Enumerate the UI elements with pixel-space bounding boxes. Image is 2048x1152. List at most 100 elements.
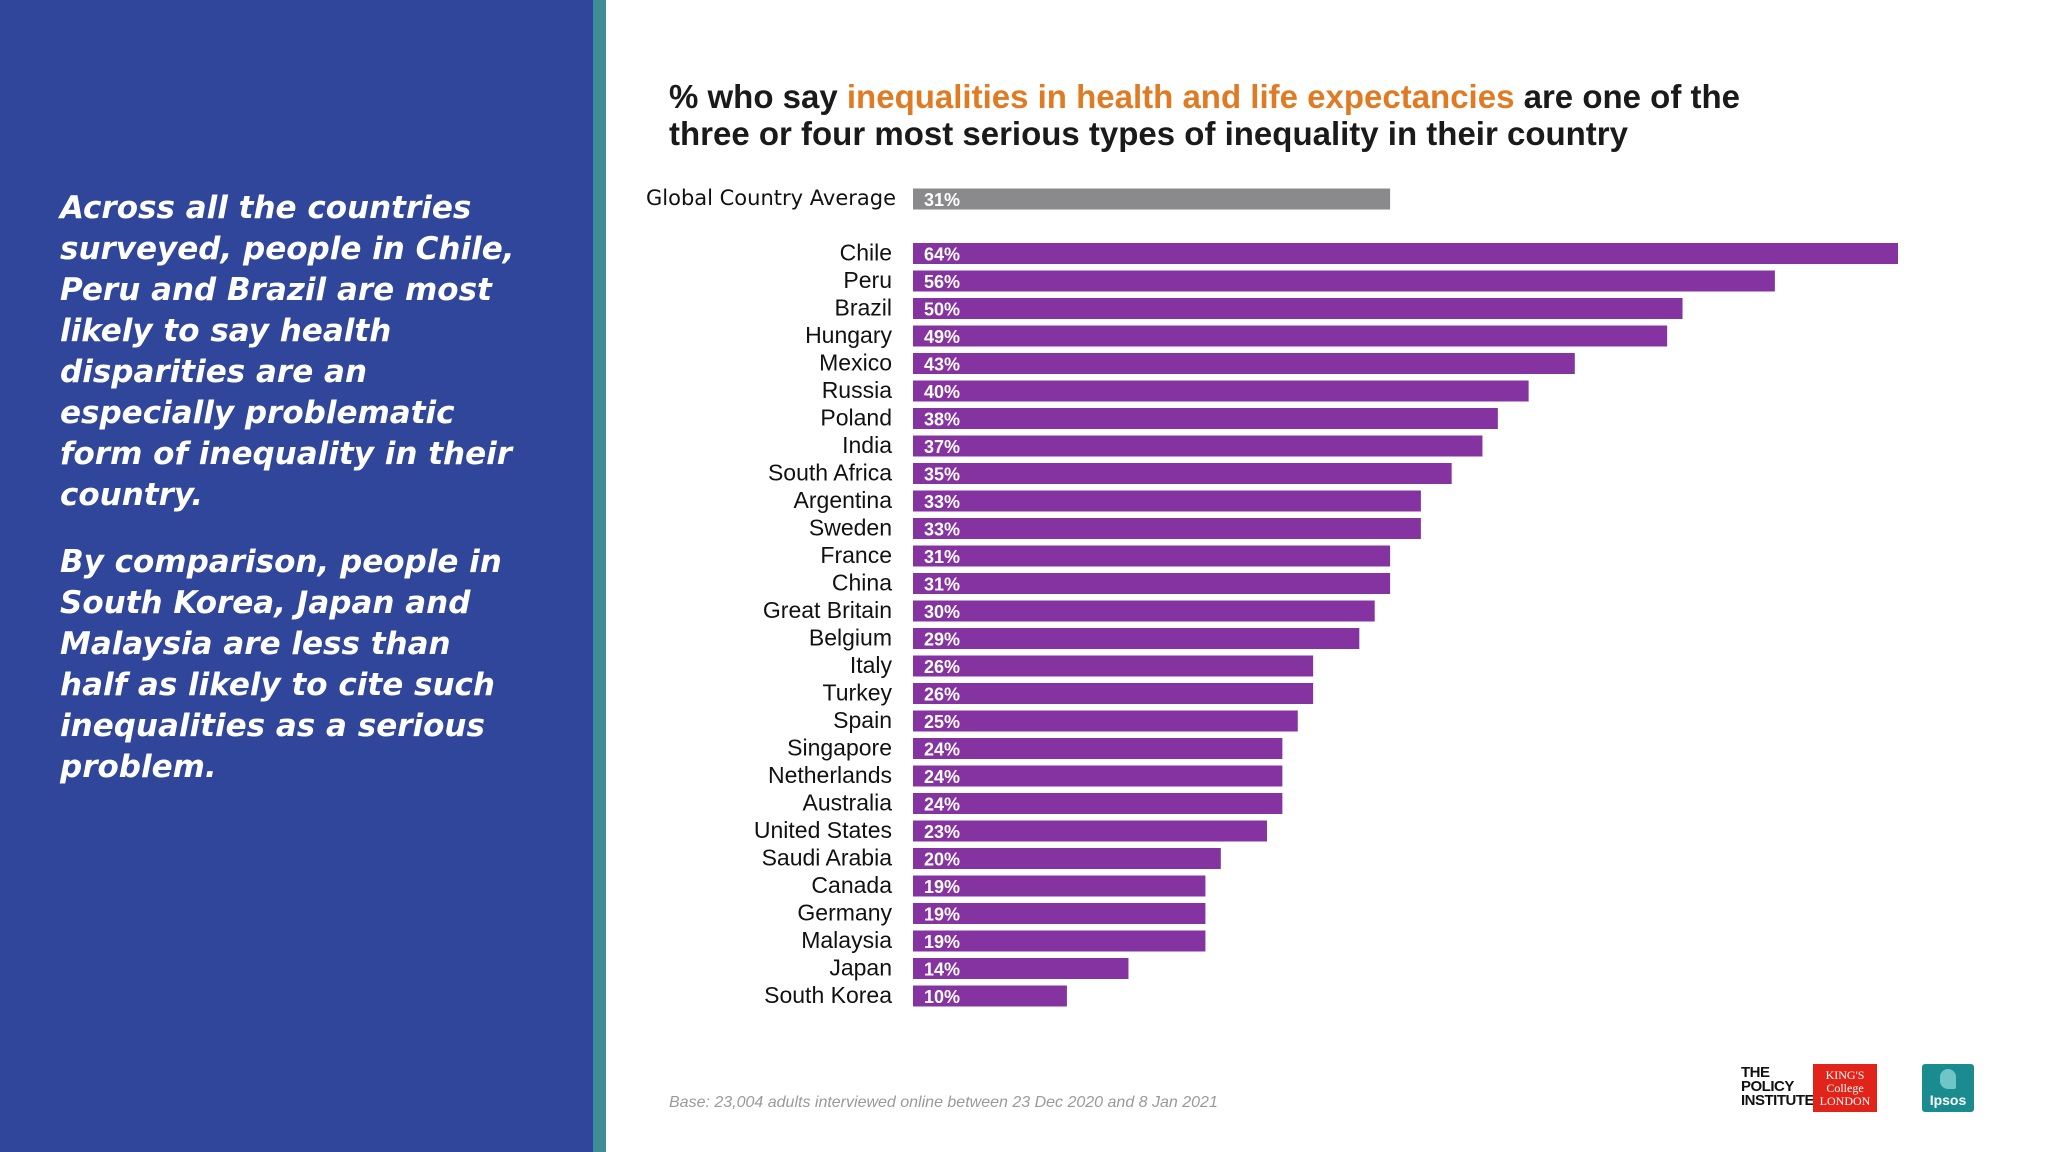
policy-logo-line-3: INSTITUTE bbox=[1741, 1092, 1815, 1109]
bar-value-label: 56% bbox=[924, 272, 960, 292]
bar-value-label: 35% bbox=[924, 465, 960, 485]
category-label: Singapore bbox=[787, 735, 892, 761]
bar bbox=[913, 930, 1206, 952]
bar bbox=[913, 490, 1421, 512]
bar bbox=[913, 875, 1206, 897]
bar bbox=[913, 710, 1298, 732]
category-label: Chile bbox=[840, 240, 892, 266]
bar-value-label: 64% bbox=[924, 245, 960, 265]
policy-logo-line-2: POLICY bbox=[1741, 1078, 1794, 1095]
category-label: Argentina bbox=[794, 487, 893, 513]
category-label: Brazil bbox=[834, 295, 892, 321]
kings-logo-line-1: KING'S bbox=[1825, 1068, 1865, 1082]
ipsos-mark-icon bbox=[1940, 1069, 1956, 1089]
bar-value-label: 14% bbox=[924, 960, 960, 980]
category-label: Mexico bbox=[819, 350, 892, 376]
category-label: South Africa bbox=[768, 460, 892, 486]
category-label: Malaysia bbox=[801, 927, 892, 953]
average-bar bbox=[913, 188, 1391, 210]
category-label: Sweden bbox=[809, 515, 892, 541]
chart-title: % who say inequalities in health and lif… bbox=[669, 78, 1819, 152]
bar bbox=[913, 270, 1775, 292]
category-label: Saudi Arabia bbox=[762, 845, 893, 871]
bar bbox=[913, 793, 1283, 814]
bar bbox=[913, 298, 1683, 319]
kings-logo-line-2: College bbox=[1826, 1081, 1864, 1095]
policy-logo-line-1: THE bbox=[1741, 1064, 1770, 1081]
bar bbox=[913, 738, 1283, 759]
bar-value-label: 37% bbox=[924, 437, 960, 457]
category-label: United States bbox=[754, 817, 892, 843]
category-label: India bbox=[842, 432, 892, 458]
category-label: Turkey bbox=[823, 680, 893, 706]
category-label: Russia bbox=[822, 377, 893, 403]
bar-value-label: 33% bbox=[924, 520, 960, 540]
summary-paragraph-1: Across all the countries surveyed, peopl… bbox=[60, 190, 515, 513]
bar bbox=[913, 353, 1575, 374]
bar-value-label: 24% bbox=[924, 795, 960, 815]
category-label: Belgium bbox=[809, 625, 892, 651]
category-label: Spain bbox=[833, 707, 892, 733]
bar bbox=[913, 408, 1498, 429]
bar-value-label: 50% bbox=[924, 300, 960, 320]
base-footnote: Base: 23,004 adults interviewed online b… bbox=[669, 1094, 1218, 1111]
bar bbox=[913, 380, 1529, 402]
bar bbox=[913, 435, 1483, 457]
category-label: South Korea bbox=[764, 982, 892, 1008]
bar bbox=[913, 848, 1221, 869]
average-bar-label: 31% bbox=[924, 190, 960, 210]
bar bbox=[913, 958, 1129, 979]
bar-value-label: 33% bbox=[924, 492, 960, 512]
category-label: Netherlands bbox=[768, 762, 892, 788]
bar bbox=[913, 655, 1314, 677]
category-label: China bbox=[832, 570, 892, 596]
bar-value-label: 24% bbox=[924, 740, 960, 760]
bar bbox=[913, 985, 1067, 1007]
bar bbox=[913, 573, 1391, 594]
ipsos-logo: Ipsos bbox=[1922, 1064, 1974, 1112]
category-label: Canada bbox=[811, 872, 892, 898]
bar-value-label: 30% bbox=[924, 602, 960, 622]
bar-value-label: 38% bbox=[924, 410, 960, 430]
bar-value-label: 31% bbox=[924, 547, 960, 567]
bar-value-label: 24% bbox=[924, 767, 960, 787]
category-label: Germany bbox=[797, 900, 892, 926]
kings-logo-line-3: LONDON bbox=[1819, 1094, 1871, 1108]
left-panel: Across all the countries surveyed, peopl… bbox=[0, 0, 593, 1152]
kings-college-logo: KING'S College LONDON bbox=[1813, 1064, 1877, 1112]
category-label: France bbox=[820, 542, 892, 568]
bar-value-label: 25% bbox=[924, 712, 960, 732]
bar-value-label: 10% bbox=[924, 987, 960, 1007]
bar bbox=[913, 628, 1360, 649]
category-label: Australia bbox=[803, 790, 893, 816]
bar bbox=[913, 463, 1452, 484]
bar bbox=[913, 545, 1391, 567]
bar-value-label: 19% bbox=[924, 877, 960, 897]
bar bbox=[913, 243, 1898, 264]
ipsos-logo-text: Ipsos bbox=[1929, 1092, 1967, 1108]
title-highlight: inequalities in health and life expectan… bbox=[846, 78, 1515, 115]
category-label: Japan bbox=[829, 955, 892, 981]
policy-institute-logo: THE POLICY INSTITUTE bbox=[1741, 1064, 1815, 1109]
bar bbox=[913, 820, 1267, 842]
bar-value-label: 19% bbox=[924, 905, 960, 925]
bar-value-label: 26% bbox=[924, 685, 960, 705]
bar-value-label: 23% bbox=[924, 822, 960, 842]
title-part-2: are one of the three or four most seriou… bbox=[669, 78, 1740, 152]
average-category-label: Global Country Average bbox=[646, 186, 896, 210]
category-label: Peru bbox=[843, 267, 892, 293]
bar bbox=[913, 765, 1283, 787]
bar-value-label: 29% bbox=[924, 630, 960, 650]
bar-value-label: 31% bbox=[924, 575, 960, 595]
bar bbox=[913, 325, 1668, 347]
bar-value-label: 43% bbox=[924, 355, 960, 375]
category-label: Hungary bbox=[805, 322, 892, 348]
bar-value-label: 49% bbox=[924, 327, 960, 347]
bar-value-label: 19% bbox=[924, 932, 960, 952]
category-label: Poland bbox=[820, 405, 892, 431]
bar-value-label: 20% bbox=[924, 850, 960, 870]
bar bbox=[913, 683, 1314, 704]
bar bbox=[913, 600, 1375, 622]
accent-stripe bbox=[593, 0, 606, 1152]
